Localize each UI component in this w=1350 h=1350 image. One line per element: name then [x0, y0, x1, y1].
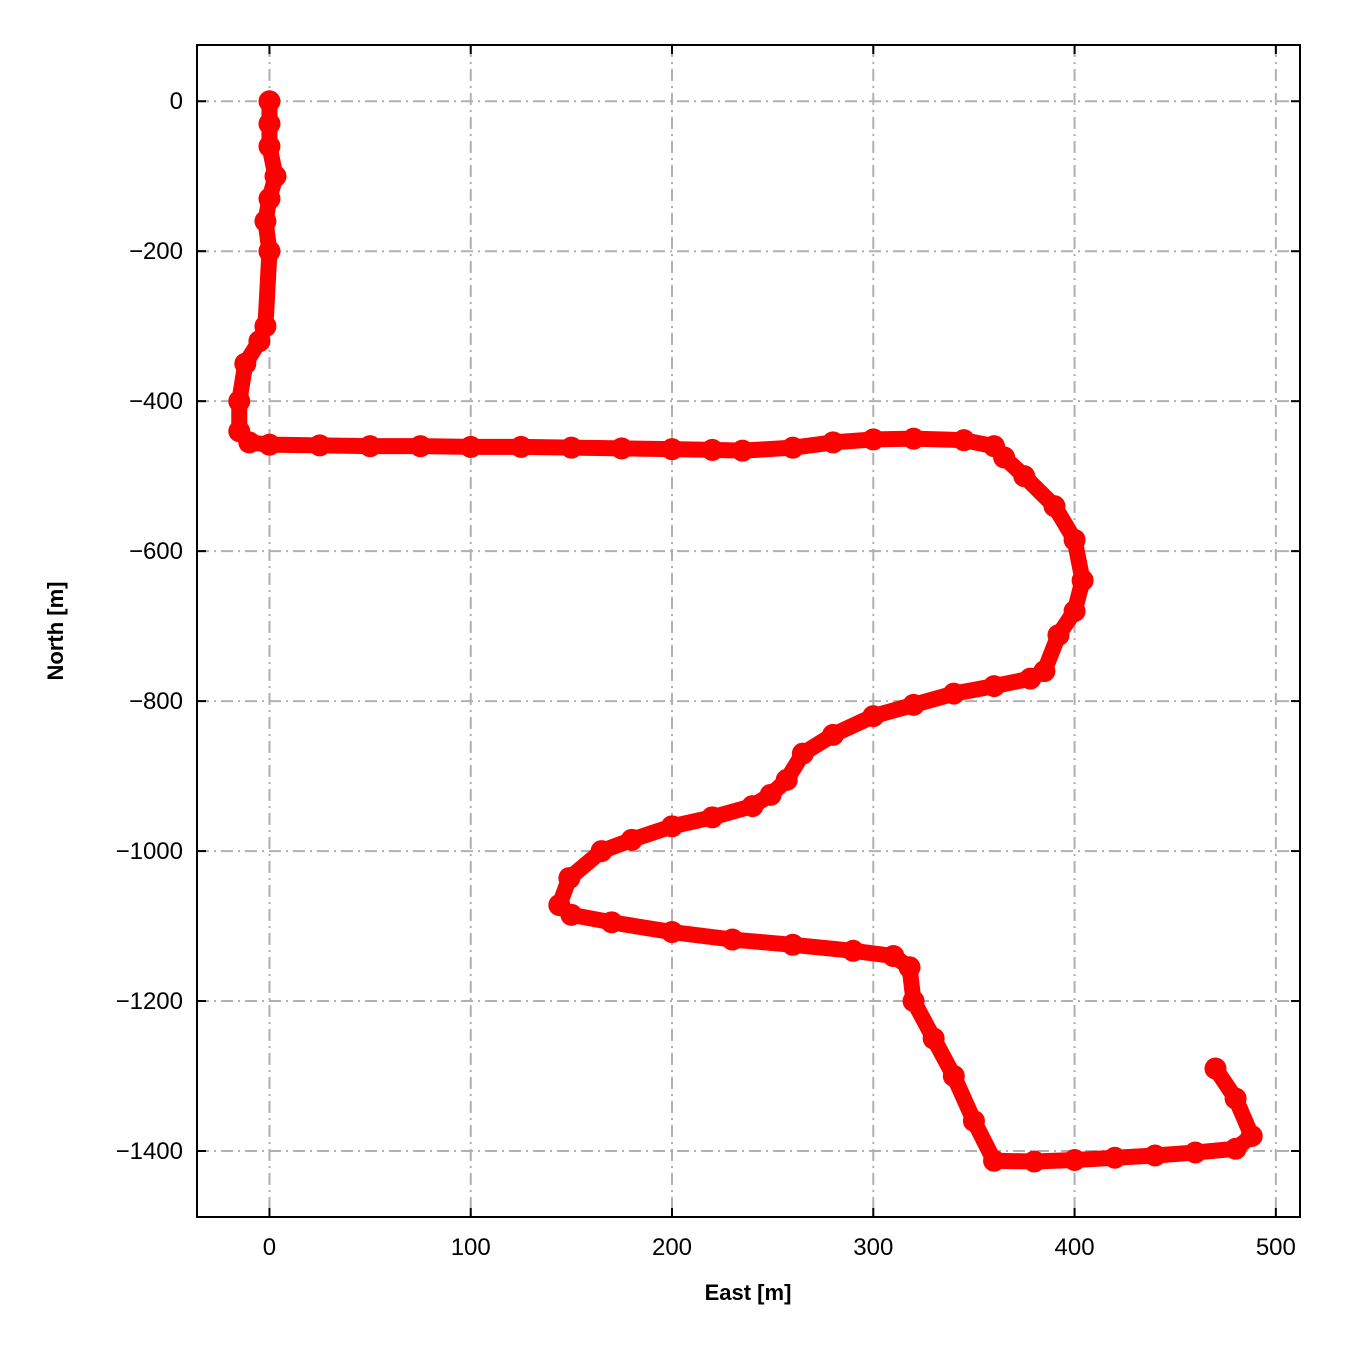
trajectory-point — [1023, 1150, 1046, 1173]
trajectory-point — [962, 1110, 985, 1133]
x-tick-label: 500 — [1256, 1234, 1296, 1261]
grid — [197, 45, 1300, 1217]
y-tick-label: −600 — [129, 538, 183, 565]
x-tick-label: 200 — [652, 1234, 692, 1261]
trajectory-point — [661, 815, 684, 838]
trajectory-point — [1063, 1149, 1086, 1172]
trajectory-point — [1224, 1137, 1247, 1160]
trajectory-point — [254, 210, 277, 233]
x-tick-label: 400 — [1055, 1234, 1095, 1261]
trajectory-point — [558, 867, 581, 890]
trajectory-point — [1071, 569, 1094, 592]
trajectory-point — [560, 436, 583, 459]
trajectory-point — [661, 438, 684, 461]
trajectory-point — [590, 840, 613, 863]
trajectory-point — [258, 90, 281, 113]
trajectory-point — [1013, 465, 1036, 488]
trajectory-point — [791, 742, 814, 765]
trajectory-point — [862, 428, 885, 451]
y-axis-label: North [m] — [43, 582, 68, 681]
x-tick-label: 100 — [451, 1234, 491, 1261]
trajectory-point — [1103, 1146, 1126, 1169]
trajectory-point — [902, 427, 925, 450]
trajectory-point — [1047, 624, 1070, 647]
trajectory-point — [922, 1027, 945, 1050]
trajectory-point — [1019, 667, 1042, 690]
trajectory-point — [1224, 1087, 1247, 1110]
trajectory-point — [822, 723, 845, 746]
trajectory-point — [942, 1065, 965, 1088]
x-tick-label: 300 — [853, 1234, 893, 1261]
x-tick-label: 0 — [263, 1234, 276, 1261]
trajectory-point — [898, 956, 921, 979]
trajectory-point — [822, 431, 845, 454]
trajectory-point — [600, 911, 623, 934]
plot-frame — [196, 44, 1301, 1218]
y-tick-label: −800 — [129, 688, 183, 715]
trajectory-point — [902, 990, 925, 1013]
trajectory-line — [231, 93, 1260, 1170]
trajectory-point — [308, 434, 331, 457]
y-tick-label: −1000 — [116, 838, 183, 865]
trajectory-point — [842, 939, 865, 962]
trajectory-point — [409, 435, 432, 458]
trajectory-series — [228, 90, 1263, 1173]
y-tick-label: −1400 — [116, 1138, 183, 1165]
trajectory-point — [1063, 600, 1086, 623]
trajectory-point — [983, 1149, 1006, 1172]
trajectory-point — [721, 928, 744, 951]
trajectory-point — [560, 903, 583, 926]
trajectory-point — [1204, 1057, 1227, 1080]
trajectory-point — [248, 330, 271, 353]
trajectory-point — [983, 675, 1006, 698]
trajectory-point — [1240, 1125, 1263, 1148]
trajectory-point — [459, 435, 482, 458]
y-tick-label: −1200 — [116, 988, 183, 1015]
trajectory-point — [238, 431, 261, 454]
trajectory-point — [258, 135, 281, 158]
trajectory-point — [942, 682, 965, 705]
trajectory-point — [234, 352, 257, 375]
trajectory-point — [902, 693, 925, 716]
trajectory-point — [781, 436, 804, 459]
trajectory-point — [882, 945, 905, 968]
ticks: 0 100 200 300 400 500 0 −200 −400 −600 −800 −1000 −1… — [116, 45, 1300, 1261]
trajectory-point — [701, 438, 724, 461]
trajectory-point — [993, 446, 1016, 469]
trajectory-point — [510, 435, 533, 458]
trajectory-point — [741, 795, 764, 818]
trajectory-point — [258, 112, 281, 135]
trajectory-point — [759, 783, 782, 806]
trajectory-point — [258, 187, 281, 210]
trajectory-point — [701, 806, 724, 829]
trajectory-point — [258, 433, 281, 456]
trajectory-point — [1043, 495, 1066, 518]
trajectory-point — [620, 828, 643, 851]
trajectory-point — [1144, 1144, 1167, 1167]
y-tick-label: 0 — [170, 88, 183, 115]
trajectory-point — [1063, 528, 1086, 551]
trajectory-point — [264, 165, 287, 188]
trajectory-point — [359, 435, 382, 458]
trajectory-point — [862, 705, 885, 728]
y-tick-label: −400 — [129, 388, 183, 415]
y-tick-label: −200 — [129, 238, 183, 265]
trajectory-point — [731, 439, 754, 462]
trajectory-point — [228, 390, 251, 413]
trajectory-point — [661, 921, 684, 944]
trajectory-point — [952, 429, 975, 452]
trajectory-point — [775, 768, 798, 791]
trajectory-point — [610, 437, 633, 460]
x-axis-label: East [m] — [705, 1280, 792, 1305]
trajectory-point — [781, 933, 804, 956]
trajectory-point — [1184, 1141, 1207, 1164]
trajectory-point — [258, 240, 281, 263]
